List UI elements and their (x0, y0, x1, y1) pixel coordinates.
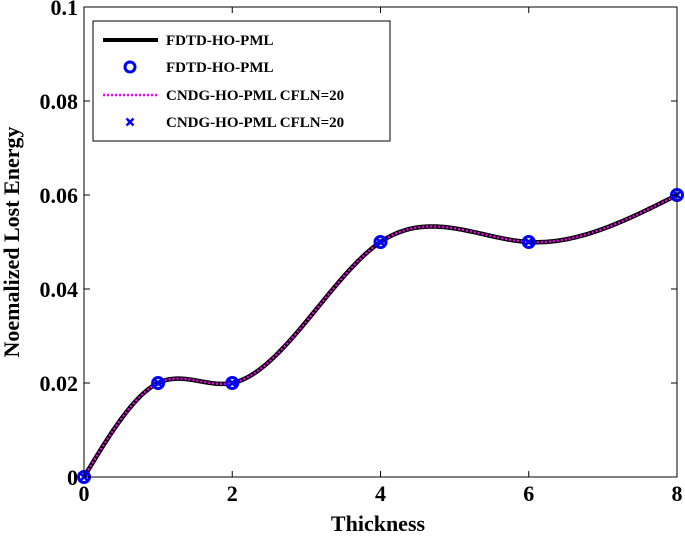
x-tick-label: 0 (79, 481, 90, 506)
legend-sample-x (125, 117, 135, 127)
y-tick-label: 0.08 (40, 89, 79, 114)
series-line-cndg-ho-pml (83, 194, 678, 478)
axes: 0 2 4 6 8 0 0.02 0.04 0.06 0.08 0.1 (40, 0, 683, 506)
x-tick-label: 4 (375, 481, 386, 506)
data-point-x (153, 378, 164, 388)
legend-label: CNDG-HO-PML CFLN=20 (166, 88, 344, 104)
data-point-x (523, 237, 534, 247)
y-tick-label: 0.04 (40, 277, 79, 302)
data-point-x (375, 237, 386, 247)
y-tick-label: 0.06 (40, 183, 79, 208)
data-point-x (227, 378, 238, 388)
x-tick-label: 2 (227, 481, 238, 506)
data-point-circle (151, 376, 166, 390)
legend: FDTD-HO-PML FDTD-HO-PML CNDG-HO-PML CFLN=2… (92, 20, 391, 142)
legend-label: FDTD-HO-PML (166, 33, 273, 49)
legend-sample-circle (123, 60, 137, 74)
data-point-circle (225, 376, 240, 390)
legend-label: CNDG-HO-PML CFLN=20 (166, 115, 344, 131)
y-tick-label: 0 (67, 465, 78, 490)
data-point-circle (373, 235, 388, 249)
legend-label: FDTD-HO-PML (166, 60, 273, 76)
y-tick-label: 0.1 (51, 0, 79, 20)
y-tick-label: 0.02 (40, 371, 79, 396)
y-axis-title: Noemalized Lost Energy (0, 127, 24, 358)
plot-area (77, 188, 684, 484)
x-tick-label: 6 (523, 481, 534, 506)
x-axis-title: Thickness (331, 511, 426, 536)
x-tick-label: 8 (672, 481, 683, 506)
data-point-circle (521, 235, 536, 249)
